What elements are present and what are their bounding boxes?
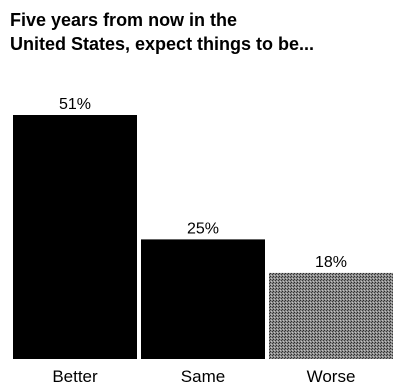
category-labels-group: Better Same Worse	[52, 367, 355, 386]
value-label-better: 51%	[59, 96, 91, 113]
category-label-worse: Worse	[307, 367, 356, 386]
value-labels-group: 51% 25% 18%	[59, 96, 347, 271]
bars-group	[13, 115, 393, 359]
category-label-same: Same	[181, 367, 225, 386]
value-label-worse: 18%	[315, 254, 347, 271]
bar-same	[141, 239, 265, 359]
value-label-same: 25%	[187, 220, 219, 237]
chart-title: Five years from now in the United States…	[10, 8, 390, 56]
chart-title-line-1: Five years from now in the	[10, 10, 238, 30]
bar-worse	[269, 272, 393, 359]
bar-better	[13, 115, 137, 359]
chart-title-line-2: United States, expect things to be...	[10, 34, 315, 54]
category-label-better: Better	[52, 367, 98, 386]
